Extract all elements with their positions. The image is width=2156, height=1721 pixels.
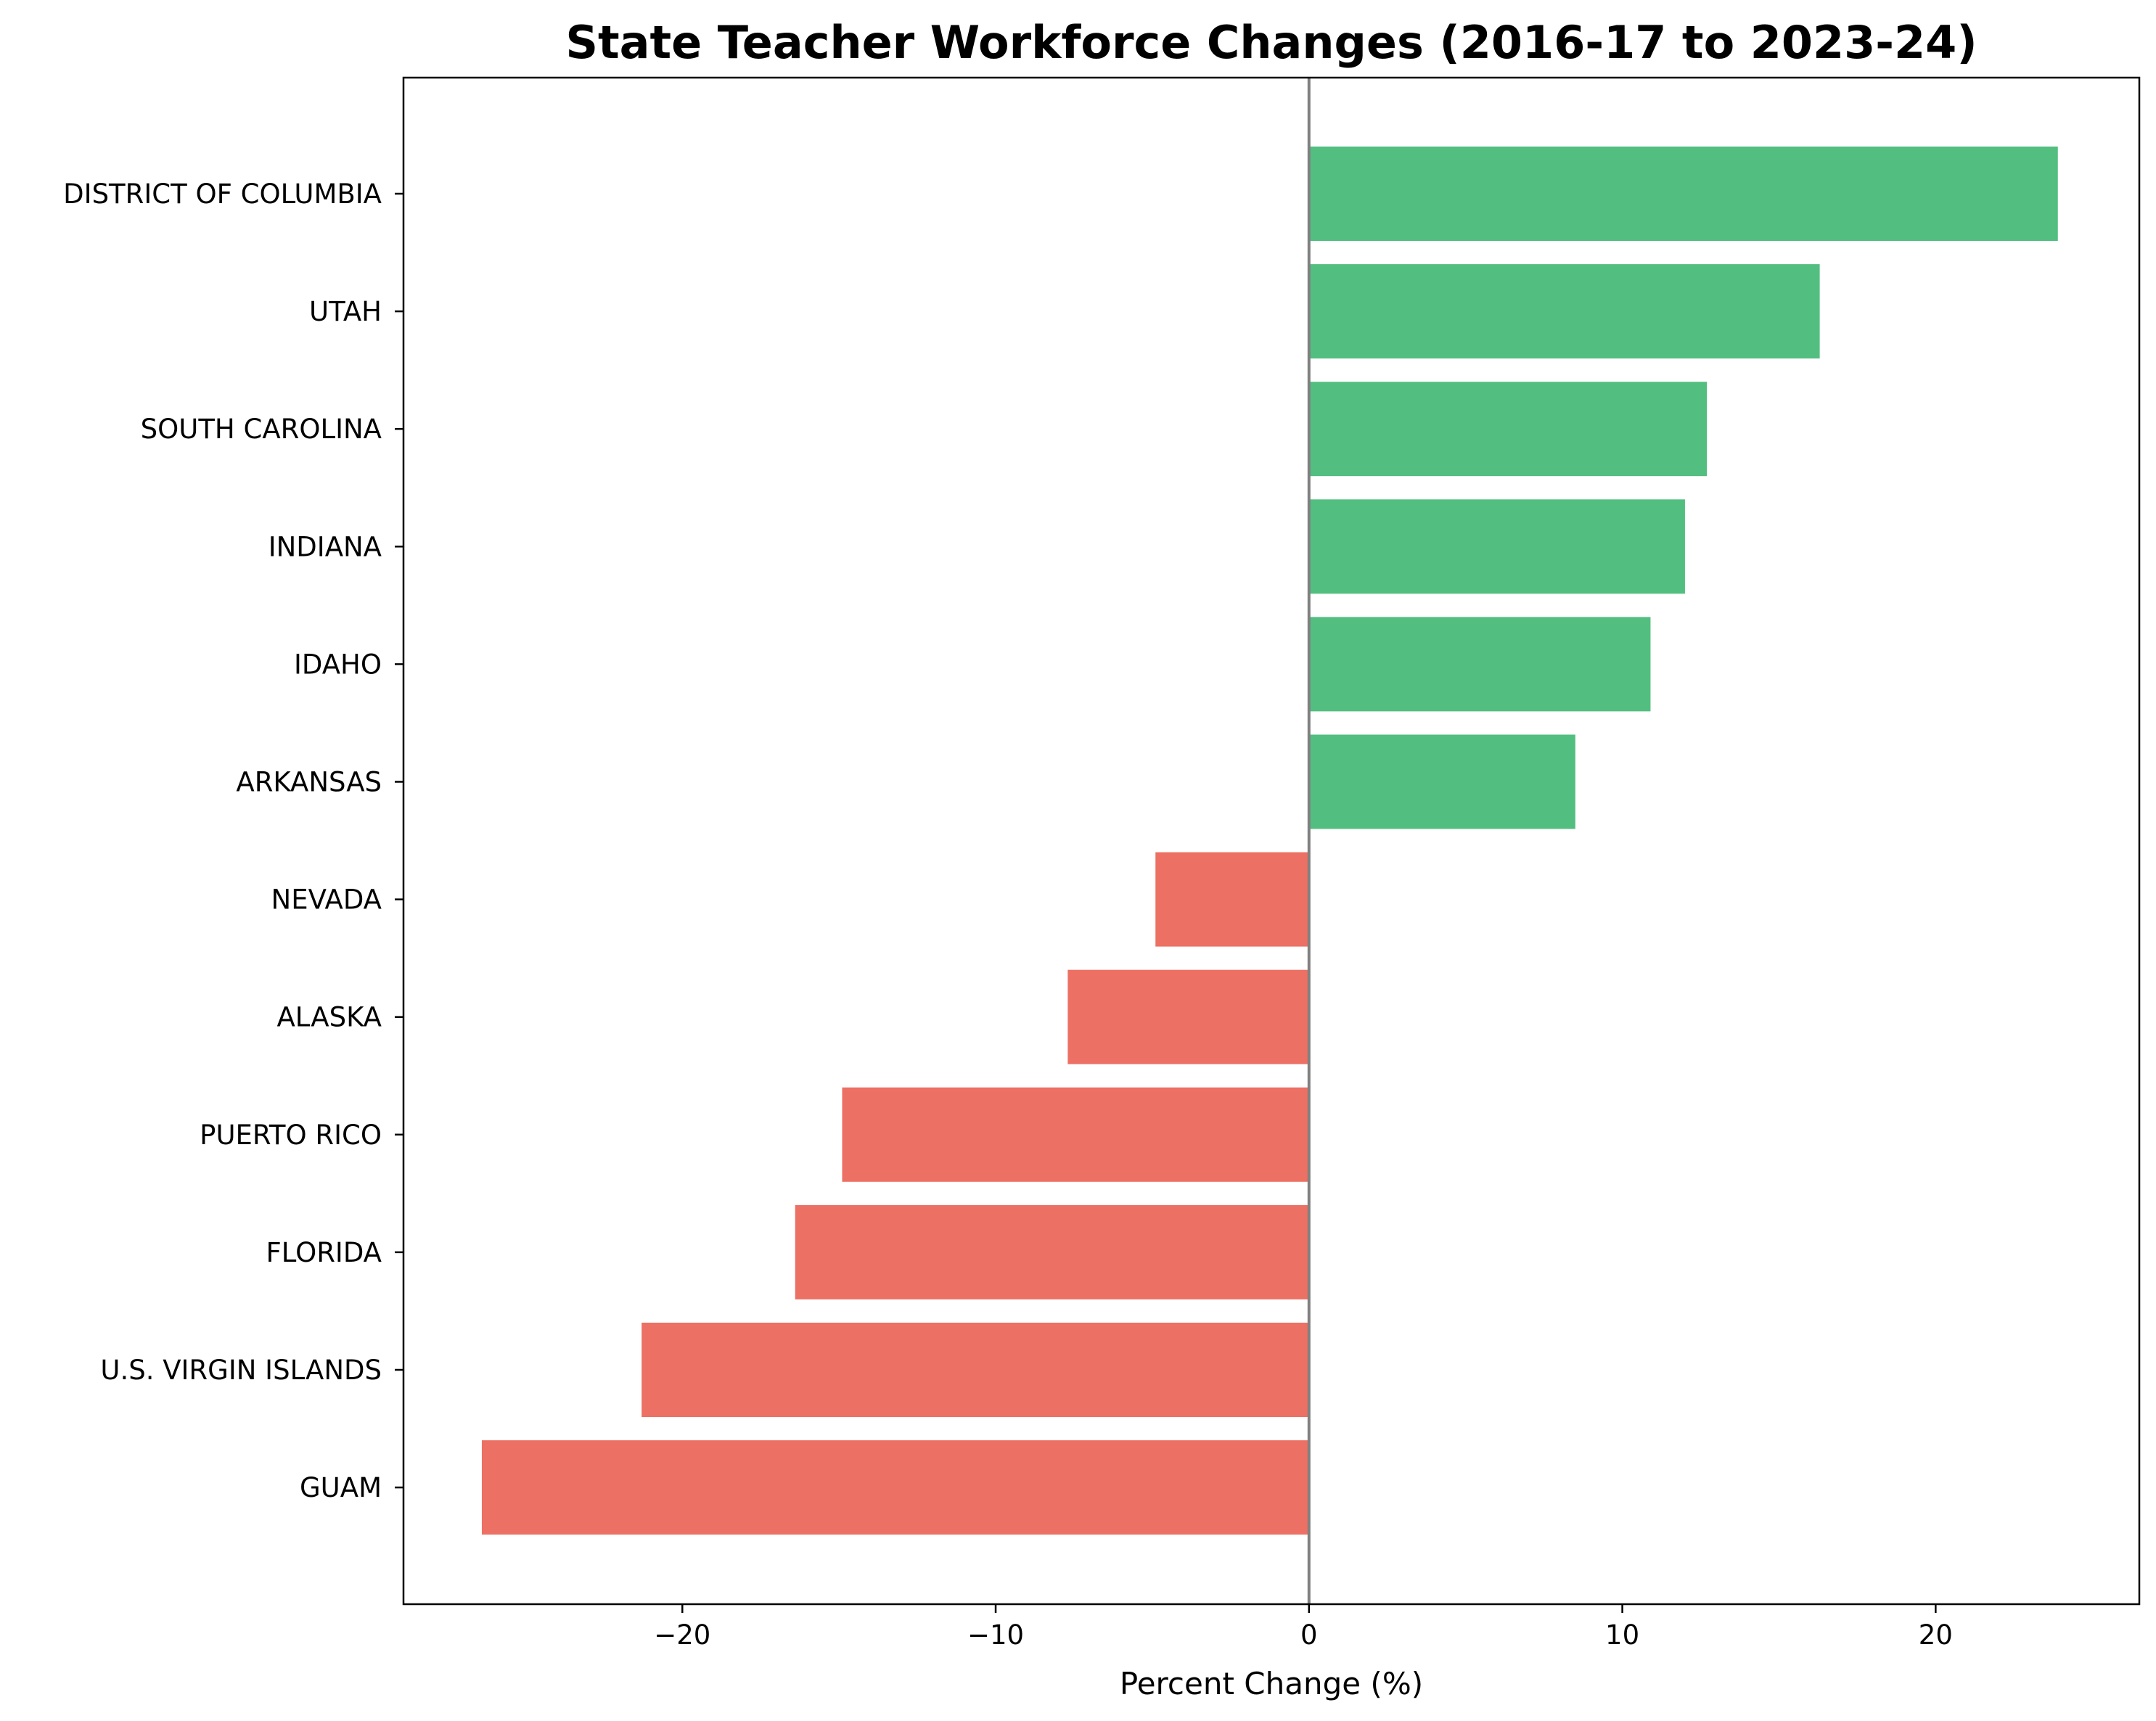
x-axis-label: Percent Change (%) [1120, 1666, 1423, 1701]
y-tick-label-nevada: NEVADA [271, 884, 382, 916]
x-tick-label: −10 [967, 1619, 1024, 1651]
bars-layer [481, 147, 2058, 1535]
y-tick-label-south-carolina: SOUTH CAROLINA [141, 414, 382, 445]
bar-puerto-rico [842, 1087, 1309, 1182]
x-axis: −20 −10 0 10 20 [654, 1604, 1953, 1651]
y-tick-label-utah: UTAH [309, 296, 382, 327]
chart-title: State Teacher Workforce Changes (2016-17… [565, 16, 1977, 69]
plot-frame [402, 76, 2141, 1606]
y-tick-label-arkansas: ARKANSAS [236, 767, 382, 798]
bar-arkansas [1308, 734, 1575, 829]
x-tick-label: 20 [1919, 1619, 1953, 1651]
y-tick-label-alaska: ALASKA [277, 1002, 382, 1033]
y-tick-label-indiana: INDIANA [269, 531, 382, 562]
bar-south-carolina [1308, 382, 1708, 477]
bar-district-of-columbia [1308, 147, 2058, 241]
y-tick-label-u-s-virgin-islands: U.S. VIRGIN ISLANDS [100, 1355, 382, 1386]
bar-idaho [1308, 617, 1651, 712]
bar-florida [795, 1204, 1309, 1299]
bar-nevada [1155, 852, 1309, 947]
x-tick-label: 10 [1605, 1619, 1639, 1651]
x-tick-label: 0 [1300, 1619, 1318, 1651]
y-tick-label-guam: GUAM [300, 1472, 382, 1503]
bar-u-s-virgin-islands [642, 1323, 1309, 1417]
y-tick-label-florida: FLORIDA [266, 1237, 382, 1268]
bar-guam [481, 1440, 1309, 1535]
bar-alaska [1067, 969, 1309, 1064]
y-tick-label-district-of-columbia: DISTRICT OF COLUMBIA [63, 178, 382, 210]
y-tick-label-puerto-rico: PUERTO RICO [200, 1120, 382, 1151]
y-axis: DISTRICT OF COLUMBIA UTAH SOUTH CAROLINA IN… [63, 178, 403, 1503]
y-tick-label-idaho: IDAHO [294, 649, 382, 680]
x-tick-label: −20 [654, 1619, 710, 1651]
bar-indiana [1308, 499, 1685, 594]
bar-utah [1308, 264, 1820, 359]
